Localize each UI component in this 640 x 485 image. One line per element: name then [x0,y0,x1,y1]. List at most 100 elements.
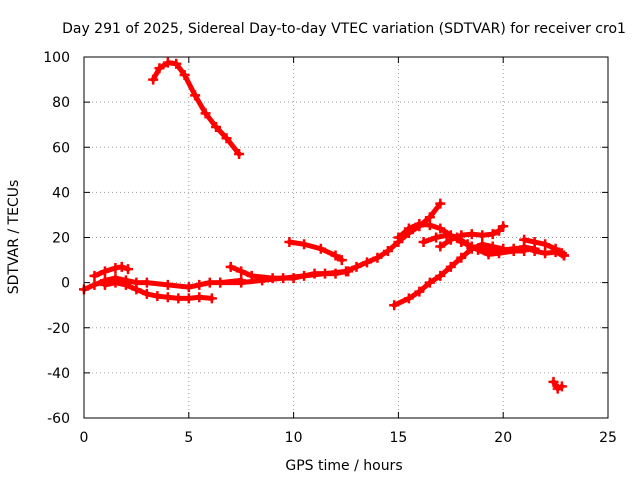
series-arc-b [99,277,217,304]
data-point [236,277,247,288]
data-point [154,63,165,74]
data-point [152,291,163,302]
data-point [435,241,446,252]
series-arc-i [435,221,509,252]
data-point [183,282,194,293]
data-point [194,292,205,303]
x-tick-label: 0 [80,430,89,446]
data-point [120,279,131,290]
data-point [200,108,211,119]
data-point [257,275,268,286]
data-point [211,121,222,132]
data-point [473,244,484,255]
data-point [548,376,559,387]
data-point [462,239,473,250]
data-point [123,264,134,275]
data-point [556,381,567,392]
y-tick-label: 60 [52,140,70,156]
data-point [148,74,159,85]
data-point [162,292,173,303]
data-point [483,249,494,260]
series-line [150,60,242,157]
data-point [341,266,351,277]
data-point [215,277,226,288]
data-point [418,237,429,248]
data-point [299,239,310,250]
data-point [89,270,100,281]
y-tick-label: -60 [47,411,70,427]
data-point [498,221,509,232]
data-point [190,90,201,101]
data-point [225,261,236,272]
data-point [456,230,467,241]
data-point [477,230,488,241]
data-point [236,266,247,277]
ticks: 0 5 10 15 20 25 -60 -40 -20 0 20 40 60 80 100 [43,50,617,446]
data-point [540,239,551,250]
series-arc-e [284,237,347,266]
data-point [206,293,217,304]
data-point [99,279,110,290]
data-point [194,279,205,290]
data-point [424,220,435,231]
data-point [278,273,289,284]
data-point [162,57,173,68]
data-point [116,261,127,272]
data-point [351,261,362,272]
series-line [217,201,443,286]
data-point [284,237,295,248]
data-point [540,248,551,259]
y-tick-label: 20 [52,231,70,247]
data-point [110,277,121,288]
data-point [445,234,456,245]
data-point [173,293,184,304]
data-point [299,270,310,281]
data-point [508,246,519,257]
x-tick-label: 5 [184,430,193,446]
data-point [320,268,331,279]
data-point [372,252,383,263]
data-point [389,300,400,311]
data-point [221,133,232,144]
data-point [336,255,347,266]
data-point [89,279,100,290]
data-point [315,243,326,254]
data-point [234,149,245,160]
x-tick-label: 15 [389,430,407,446]
y-axis-label: SDTVAR / TECUs [6,180,22,295]
series-arc-k [519,241,569,261]
data-point [529,237,540,248]
y-tick-label: 80 [52,95,70,111]
y-tick-label: 40 [52,185,70,201]
data-point [403,293,414,304]
data-point [393,232,404,243]
series-line [421,232,527,257]
data-point [466,229,477,240]
data-point [183,293,194,304]
series-arc-outlier [548,376,567,394]
data-point [519,241,530,252]
y-tick-label: -40 [47,366,70,382]
data-point [414,218,425,229]
data-point [141,277,152,288]
y-tick-label: 100 [43,50,70,66]
data-point [99,266,110,277]
data-point [558,250,569,261]
data-point [456,252,467,263]
data-point [330,250,341,261]
data-point [435,198,446,209]
data-point [550,247,561,258]
grid [84,57,608,418]
data-point [414,286,425,297]
data-point [403,223,414,234]
x-tick-label: 25 [599,430,617,446]
series-arc-a [89,261,134,281]
data-point [382,246,393,257]
plot-frame [83,56,609,419]
x-tick-label: 20 [494,430,512,446]
data-point [171,58,182,69]
data-point [431,232,442,243]
data-point [487,229,498,240]
x-tick-label: 10 [285,430,303,446]
